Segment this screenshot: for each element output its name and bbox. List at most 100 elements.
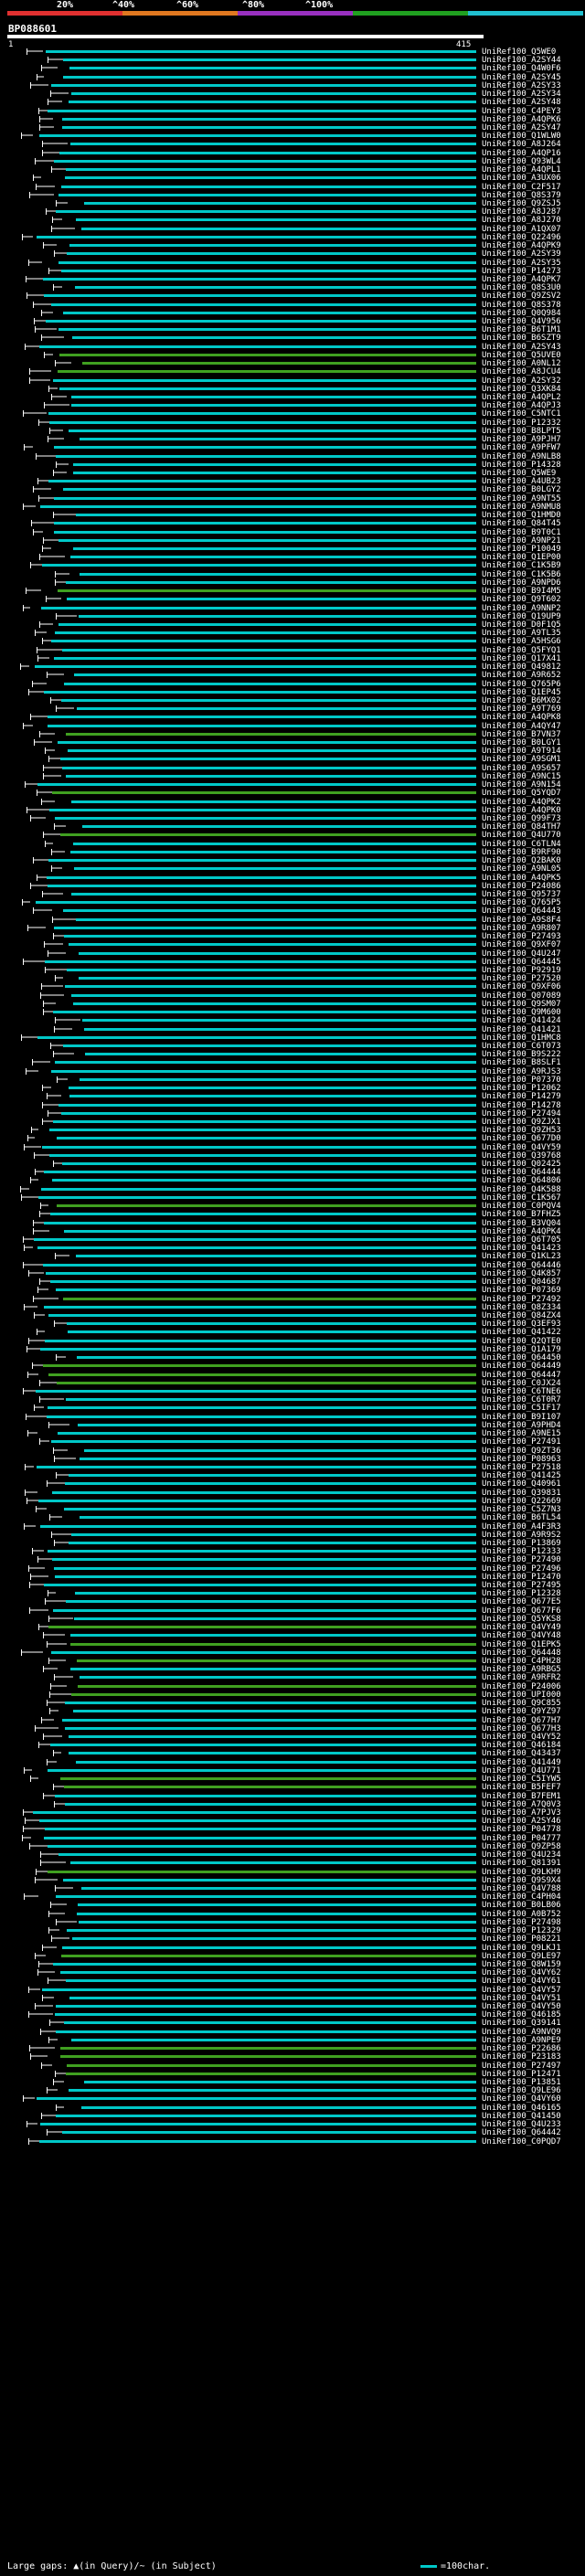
hit-label[interactable]: UniRef100_B6SZT9 [482, 334, 561, 343]
hit-label[interactable]: UniRef100_Q9M600 [482, 1008, 561, 1017]
hit-label[interactable]: UniRef100_A2SY45 [482, 73, 561, 82]
hit-label[interactable]: UniRef100_Q677E5 [482, 1597, 561, 1606]
hit-label[interactable]: UniRef100_C1K5B6 [482, 570, 561, 579]
hit-label[interactable]: UniRef100_A4QPK9 [482, 241, 561, 250]
hit-label[interactable]: UniRef100_C5IYW5 [482, 1775, 561, 1784]
hit-label[interactable]: UniRef100_Q9S9X4 [482, 1876, 561, 1885]
hit-label[interactable]: UniRef100_Q4VY51 [482, 1994, 561, 2003]
hit-label[interactable]: UniRef100_A9T914 [482, 747, 561, 756]
hit-label[interactable]: UniRef100_Q3EF93 [482, 1320, 561, 1329]
hit-label[interactable]: UniRef100_C6T073 [482, 1042, 561, 1051]
hit-label[interactable]: UniRef100_B8LPT5 [482, 427, 561, 436]
hit-label[interactable]: UniRef100_P27520 [482, 974, 561, 983]
hit-label[interactable]: UniRef100_Q81391 [482, 1859, 561, 1868]
hit-label[interactable]: UniRef100_P08221 [482, 1935, 561, 1944]
hit-label[interactable]: UniRef100_A9RFR2 [482, 1673, 561, 1682]
hit-label[interactable]: UniRef100_A9NPE9 [482, 2036, 561, 2045]
hit-label[interactable]: UniRef100_P04777 [482, 1834, 561, 1843]
hit-label[interactable]: UniRef100_A7PJV3 [482, 1808, 561, 1818]
hit-label[interactable]: UniRef100_Q1KL23 [482, 1252, 561, 1261]
hit-label[interactable]: UniRef100_Q4U234 [482, 1850, 561, 1860]
hit-label[interactable]: UniRef100_Q4VY60 [482, 2094, 561, 2104]
hit-label[interactable]: UniRef100_Q9LE97 [482, 1952, 561, 1961]
hit-label[interactable]: UniRef100_P27497 [482, 2062, 561, 2071]
hit-label[interactable]: UniRef100_B0LB06 [482, 1901, 561, 1910]
hit-label[interactable]: UniRef100_A4QPK6 [482, 115, 561, 124]
hit-label[interactable]: UniRef100_Q4K588 [482, 1185, 561, 1194]
hit-label[interactable]: UniRef100_B6T1M1 [482, 325, 561, 334]
hit-label[interactable]: UniRef100_C5NTC1 [482, 409, 561, 419]
hit-label[interactable]: UniRef100_C5Z7N3 [482, 1505, 561, 1514]
hit-label[interactable]: UniRef100_Q64444 [482, 1168, 561, 1177]
hit-label[interactable]: UniRef100_A2SY35 [482, 259, 561, 268]
hit-label[interactable]: UniRef100_Q64449 [482, 1362, 561, 1371]
hit-label[interactable]: UniRef100_Q1WLW0 [482, 132, 561, 141]
hit-label[interactable]: UniRef100_Q1A179 [482, 1345, 561, 1354]
hit-label[interactable]: UniRef100_Q4VY61 [482, 1977, 561, 1986]
hit-label[interactable]: UniRef100_B9I4M5 [482, 587, 561, 596]
hit-label[interactable]: UniRef100_A9RJS3 [482, 1067, 561, 1076]
hit-label[interactable]: UniRef100_Q4U233 [482, 2120, 561, 2129]
hit-label[interactable]: UniRef100_Q64445 [482, 958, 561, 967]
hit-label[interactable]: UniRef100_P22686 [482, 2044, 561, 2053]
hit-label[interactable]: UniRef100_B8SLF1 [482, 1058, 561, 1067]
hit-label[interactable]: UniRef100_B6TL54 [482, 1513, 561, 1522]
hit-label[interactable]: UniRef100_A9PJH7 [482, 435, 561, 444]
hit-label[interactable]: UniRef100_P27496 [482, 1564, 561, 1574]
hit-label[interactable]: UniRef100_A9PHD4 [482, 1421, 561, 1430]
hit-label[interactable]: UniRef100_P27495 [482, 1581, 561, 1590]
hit-label[interactable]: UniRef100_A9TL35 [482, 629, 561, 638]
hit-label[interactable]: UniRef100_Q9ZP58 [482, 1842, 561, 1851]
hit-label[interactable]: UniRef100_Q677H7 [482, 1716, 561, 1725]
hit-label[interactable]: UniRef100_A4F3R3 [482, 1522, 561, 1532]
hit-label[interactable]: UniRef100_A2SY46 [482, 1817, 561, 1826]
hit-label[interactable]: UniRef100_P14328 [482, 461, 561, 470]
hit-label[interactable]: UniRef100_A4QPK7 [482, 275, 561, 284]
hit-label[interactable]: UniRef100_Q4VY52 [482, 1733, 561, 1742]
hit-label[interactable]: UniRef100_Q4K857 [482, 1269, 561, 1278]
hit-label[interactable]: UniRef100_Q1EP45 [482, 688, 561, 697]
hit-label[interactable]: UniRef100_C2F517 [482, 183, 561, 192]
hit-label[interactable]: UniRef100_A4UB23 [482, 477, 561, 486]
hit-label[interactable]: UniRef100_P10049 [482, 545, 561, 554]
hit-label[interactable]: UniRef100_Q4VY59 [482, 1143, 561, 1152]
hit-label[interactable]: UniRef100_Q64450 [482, 1353, 561, 1362]
hit-label[interactable]: UniRef100_A7Q0V3 [482, 1800, 561, 1809]
hit-label[interactable]: UniRef100_Q9ZSJ5 [482, 199, 561, 208]
hit-label[interactable]: UniRef100_Q22496 [482, 233, 561, 242]
hit-label[interactable]: UniRef100_Q41423 [482, 1244, 561, 1253]
hit-label[interactable]: UniRef100_Q9LKJ1 [482, 1944, 561, 1953]
hit-label[interactable]: UniRef100_Q84ZX4 [482, 1311, 561, 1320]
hit-label[interactable]: UniRef100_P14279 [482, 1092, 561, 1101]
hit-label[interactable]: UniRef100_Q4VY49 [482, 1623, 561, 1632]
hit-label[interactable]: UniRef100_Q39141 [482, 2019, 561, 2028]
hit-label[interactable]: UniRef100_Q4U771 [482, 1766, 561, 1776]
hit-label[interactable]: UniRef100_B0LGY2 [482, 485, 561, 494]
hit-label[interactable]: UniRef100_P07370 [482, 1076, 561, 1085]
hit-label[interactable]: UniRef100_Q5UVE0 [482, 351, 561, 360]
hit-label[interactable]: UniRef100_A1QX07 [482, 225, 561, 234]
hit-label[interactable]: UniRef100_P07369 [482, 1286, 561, 1295]
hit-label[interactable]: UniRef100_A2SY32 [482, 376, 561, 386]
hit-label[interactable]: UniRef100_A2SY48 [482, 98, 561, 107]
hit-label[interactable]: UniRef100_Q99F73 [482, 814, 561, 823]
hit-label[interactable]: UniRef100_C4PH04 [482, 1892, 561, 1902]
hit-label[interactable]: UniRef100_P27498 [482, 1918, 561, 1927]
hit-label[interactable]: UniRef100_Q2BAK0 [482, 856, 561, 865]
hit-label[interactable]: UniRef100_P27493 [482, 932, 561, 941]
hit-label[interactable]: UniRef100_C6T0R7 [482, 1395, 561, 1405]
hit-label[interactable]: UniRef100_Q8S3U0 [482, 283, 561, 292]
hit-label[interactable]: UniRef100_Q46185 [482, 2010, 561, 2019]
hit-label[interactable]: UniRef100_Q07089 [482, 991, 561, 1001]
hit-label[interactable]: UniRef100_B5FEF7 [482, 1783, 561, 1792]
hit-label[interactable]: UniRef100_A4QPK0 [482, 806, 561, 815]
hit-label[interactable]: UniRef100_Q43437 [482, 1749, 561, 1758]
hit-label[interactable]: UniRef100_B6MX02 [482, 696, 561, 705]
hit-label[interactable]: UniRef100_A4QPJ3 [482, 401, 561, 410]
hit-label[interactable]: UniRef100_P27491 [482, 1437, 561, 1447]
hit-label[interactable]: UniRef100_A9S8F4 [482, 916, 561, 925]
hit-label[interactable]: UniRef100_Q40961 [482, 1479, 561, 1489]
hit-label[interactable]: UniRef100_A9R9S2 [482, 1531, 561, 1540]
hit-label[interactable]: UniRef100_Q4U770 [482, 831, 561, 840]
hit-label[interactable]: UniRef100_A4QPK4 [482, 1227, 561, 1236]
